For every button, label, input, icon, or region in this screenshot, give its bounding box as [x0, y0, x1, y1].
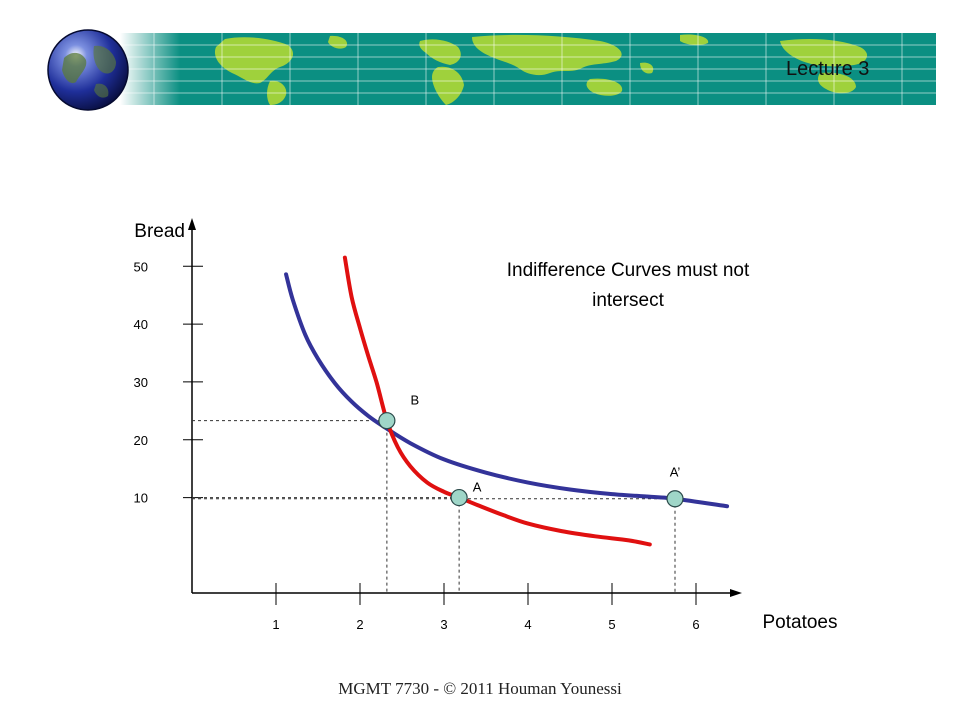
world-map-icon — [120, 33, 936, 105]
banner-fade — [120, 33, 180, 105]
x-axis-label: Potatoes — [763, 612, 838, 633]
x-tick-label: 2 — [356, 617, 363, 632]
y-axis-arrow — [188, 218, 196, 230]
y-axis-label: Bread — [134, 221, 185, 242]
x-tick-label: 5 — [608, 617, 615, 632]
header-banner — [120, 33, 936, 105]
x-tick-label: 4 — [524, 617, 531, 632]
indifference-curve-blue — [284, 272, 730, 509]
point-label: B — [411, 393, 420, 408]
data-point — [378, 412, 396, 430]
chart-annotation: intersect — [592, 290, 665, 311]
point-label: A — [473, 480, 482, 495]
y-tick-label: 10 — [134, 491, 148, 506]
point-label: A’ — [670, 465, 681, 480]
lecture-label: Lecture 3 — [786, 58, 870, 80]
globe-icon — [47, 29, 129, 111]
x-tick-label: 1 — [272, 617, 279, 632]
y-tick-label: 20 — [134, 433, 148, 448]
y-tick-label: 40 — [134, 317, 148, 332]
x-tick-label: 6 — [692, 617, 699, 632]
chart-annotation: Indifference Curves must not — [507, 260, 750, 281]
x-axis-arrow — [730, 589, 742, 597]
footer-copyright: MGMT 7730 - © 2011 Houman Younessi — [338, 679, 622, 698]
x-tick-label: 3 — [440, 617, 447, 632]
y-tick-label: 30 — [134, 375, 148, 390]
indifference-curve-red — [342, 255, 652, 547]
data-point — [450, 488, 468, 507]
y-tick-label: 50 — [134, 259, 148, 274]
data-point — [666, 490, 684, 508]
